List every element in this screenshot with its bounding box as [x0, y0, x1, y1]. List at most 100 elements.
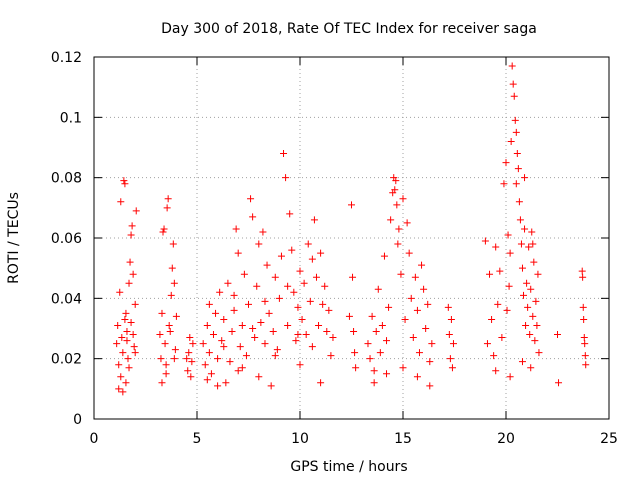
data-point — [126, 258, 134, 266]
data-point — [265, 309, 273, 317]
data-point — [376, 349, 384, 357]
data-point — [214, 355, 222, 363]
data-point — [132, 207, 140, 215]
data-point — [348, 201, 355, 209]
data-point — [409, 334, 417, 342]
data-point — [533, 321, 541, 329]
data-point — [127, 231, 135, 239]
data-point — [185, 349, 193, 357]
data-point — [349, 273, 357, 281]
data-point — [532, 297, 540, 305]
data-point — [531, 337, 539, 345]
data-point — [498, 334, 506, 342]
data-point — [383, 337, 391, 345]
data-point — [249, 325, 257, 332]
data-point — [420, 285, 428, 293]
data-point — [251, 334, 259, 342]
x-tick-label: 10 — [291, 431, 309, 447]
data-point — [292, 337, 300, 345]
data-point — [228, 328, 236, 336]
data-point — [245, 300, 252, 308]
data-point — [230, 306, 238, 314]
y-tick-label: 0.1 — [60, 110, 82, 126]
data-point — [515, 198, 523, 206]
data-point — [220, 315, 228, 323]
data-point — [490, 352, 498, 360]
data-point — [120, 177, 128, 185]
data-point — [161, 340, 169, 348]
data-point — [321, 282, 329, 290]
data-point — [205, 349, 213, 357]
data-point — [263, 261, 271, 269]
data-point — [216, 288, 224, 296]
data-point — [124, 355, 132, 363]
data-point — [267, 382, 275, 390]
data-point — [294, 303, 302, 311]
data-point — [269, 328, 277, 336]
x-tick-label: 25 — [600, 431, 618, 447]
data-point — [578, 267, 586, 275]
data-point — [554, 331, 561, 339]
data-point — [255, 373, 263, 381]
data-point — [446, 355, 454, 363]
data-point — [165, 321, 173, 329]
data-point — [317, 249, 325, 257]
data-point — [212, 309, 220, 317]
data-point — [327, 352, 335, 360]
y-tick-label: 0.02 — [51, 352, 82, 368]
data-point — [383, 370, 391, 378]
data-point — [527, 364, 535, 372]
data-point — [273, 346, 281, 354]
data-point — [401, 315, 409, 323]
data-point — [300, 279, 308, 287]
data-point — [172, 312, 180, 320]
data-point — [130, 343, 138, 351]
data-point — [521, 225, 529, 233]
data-point — [319, 300, 327, 308]
data-point — [168, 264, 176, 272]
data-point — [413, 373, 421, 381]
data-point — [492, 367, 500, 375]
data-point — [582, 361, 590, 369]
data-point — [405, 249, 413, 257]
data-point — [119, 349, 127, 357]
data-point — [224, 279, 232, 287]
data-point — [352, 364, 360, 372]
data-point — [528, 228, 536, 236]
data-point — [261, 340, 269, 348]
data-point — [123, 328, 131, 336]
data-point — [581, 352, 589, 360]
data-point — [504, 231, 512, 239]
data-point — [317, 379, 325, 387]
data-point — [397, 270, 405, 278]
data-point — [534, 270, 542, 278]
data-point — [378, 321, 386, 329]
data-point — [236, 343, 244, 351]
data-point — [131, 349, 139, 357]
data-point — [380, 252, 388, 260]
y-tick-label: 0 — [73, 412, 82, 428]
data-point — [512, 128, 520, 136]
data-point — [517, 240, 525, 248]
data-point — [481, 237, 489, 245]
data-point — [494, 300, 502, 308]
data-point — [284, 321, 292, 329]
x-tick-label: 5 — [193, 431, 202, 447]
data-point — [579, 303, 587, 311]
data-point — [238, 321, 246, 329]
data-point — [329, 334, 337, 342]
grid-lines — [94, 57, 609, 419]
data-point — [115, 385, 123, 393]
data-point — [555, 379, 563, 387]
data-point — [271, 273, 279, 281]
data-point — [302, 331, 310, 339]
data-point — [116, 288, 124, 296]
data-point — [350, 328, 358, 336]
data-point — [187, 373, 195, 381]
data-point — [294, 331, 302, 339]
data-point — [115, 361, 123, 369]
data-point — [387, 216, 395, 224]
data-point — [158, 379, 166, 387]
data-point — [125, 364, 133, 372]
data-point — [522, 321, 530, 329]
